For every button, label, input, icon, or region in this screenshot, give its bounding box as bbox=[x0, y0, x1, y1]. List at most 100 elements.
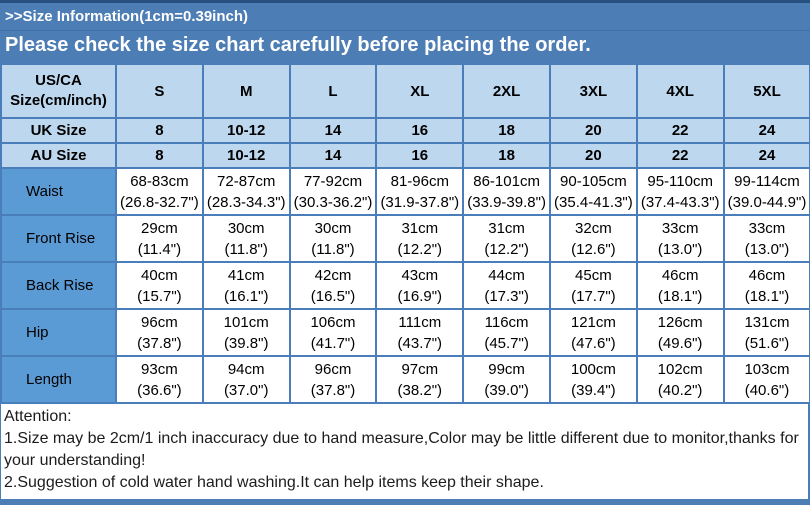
row-label: Back Rise bbox=[0, 261, 117, 310]
size-cell: 10-12 bbox=[201, 142, 291, 169]
cm-value: 77-92cm bbox=[303, 172, 363, 190]
inch-value: (18.1") bbox=[744, 287, 790, 305]
size-cell: 14 bbox=[288, 117, 378, 144]
measure-cell: 33cm (13.0") bbox=[722, 214, 810, 263]
cm-value: 101cm bbox=[223, 313, 269, 331]
row-label: Length bbox=[0, 355, 117, 404]
cm-value: 33cm bbox=[748, 219, 786, 237]
size-cell: 20 bbox=[548, 117, 638, 144]
inch-value: (13.0") bbox=[657, 240, 703, 258]
inch-value: (11.4") bbox=[137, 240, 182, 258]
cm-value: 32cm bbox=[575, 219, 612, 237]
cm-value: 81-96cm bbox=[390, 172, 449, 190]
cm-value: 42cm bbox=[314, 266, 352, 284]
size-cell: 18 bbox=[462, 142, 551, 169]
attention-note-1: 1.Size may be 2cm/1 inch inaccuracy due … bbox=[4, 430, 799, 469]
cm-value: 106cm bbox=[310, 313, 356, 331]
measure-cell: 31cm (12.2") bbox=[375, 214, 465, 263]
cm-value: 44cm bbox=[488, 266, 525, 284]
cm-value: 99-114cm bbox=[734, 172, 800, 190]
cm-value: 121cm bbox=[570, 313, 616, 331]
measure-cell: 44cm (17.3") bbox=[462, 261, 551, 310]
inch-value: (11.8") bbox=[224, 240, 268, 258]
cm-value: 45cm bbox=[575, 266, 612, 284]
inch-value: (26.8-32.7") bbox=[120, 193, 199, 211]
inch-value: (33.9-39.8") bbox=[467, 193, 546, 211]
inch-value: (12.2") bbox=[397, 240, 443, 258]
cm-value: 41cm bbox=[227, 266, 265, 284]
size-cell: 22 bbox=[635, 142, 725, 169]
attention-note-2: 2.Suggestion of cold water hand washing.… bbox=[4, 474, 544, 491]
back-rise-row: Back Rise 40cm (15.7") 41cm (16.1") 42cm (1… bbox=[0, 261, 810, 310]
row-label: Front Rise bbox=[0, 214, 117, 263]
measure-cell: 101cm (39.8") bbox=[201, 308, 291, 357]
inch-value: (47.6") bbox=[571, 334, 616, 352]
row-label: AU Size bbox=[0, 142, 117, 169]
measure-cell: 96cm (37.8") bbox=[288, 355, 378, 404]
cm-value: 90-105cm bbox=[560, 172, 627, 190]
cm-value: 96cm bbox=[314, 360, 352, 378]
cm-value: 30cm bbox=[227, 219, 265, 237]
inch-value: (37.4-43.3") bbox=[640, 193, 720, 211]
cm-value: 96cm bbox=[141, 313, 178, 331]
measure-cell: 102cm (40.2") bbox=[635, 355, 725, 404]
measure-cell: 29cm (11.4") bbox=[115, 214, 204, 263]
inch-value: (13.0") bbox=[744, 240, 790, 258]
inch-value: (39.0") bbox=[484, 381, 529, 399]
corner-header-line1: US/CA bbox=[35, 72, 82, 89]
cm-value: 116cm bbox=[484, 313, 529, 331]
waist-row: Waist 68-83cm (26.8-32.7") 72-87cm (28.3-3… bbox=[0, 167, 810, 216]
size-cell: 16 bbox=[375, 142, 465, 169]
size-column-header: 5XL bbox=[722, 63, 810, 119]
length-row: Length 93cm (36.6") 94cm (37.0") 96cm (37.8… bbox=[0, 355, 810, 404]
uk-size-row: UK Size 8 10-12 14 16 18 20 22 24 bbox=[0, 117, 810, 144]
cm-value: 29cm bbox=[141, 219, 178, 237]
size-chart-notice: Please check the size chart carefully be… bbox=[0, 30, 810, 63]
measure-cell: 41cm (16.1") bbox=[201, 261, 291, 310]
front-rise-row: Front Rise 29cm (11.4") 30cm (11.8") 30cm (… bbox=[0, 214, 810, 263]
inch-value: (12.6") bbox=[571, 240, 616, 258]
row-label: Waist bbox=[0, 167, 117, 216]
attention-notes: Attention: 1.Size may be 2cm/1 inch inac… bbox=[0, 404, 810, 499]
measure-cell: 95-110cm (37.4-43.3") bbox=[635, 167, 725, 216]
measure-cell: 30cm (11.8") bbox=[288, 214, 378, 263]
corner-header-line2: Size(cm/inch) bbox=[10, 92, 107, 109]
measure-cell: 111cm (43.7") bbox=[375, 308, 465, 357]
measure-cell: 77-92cm (30.3-36.2") bbox=[288, 167, 378, 216]
cm-value: 43cm bbox=[401, 266, 439, 284]
size-cell: 14 bbox=[288, 142, 378, 169]
size-column-header: 4XL bbox=[635, 63, 725, 119]
size-cell: 8 bbox=[115, 142, 204, 169]
size-cell: 18 bbox=[462, 117, 551, 144]
inch-value: (37.0") bbox=[223, 381, 269, 399]
cm-value: 30cm bbox=[314, 219, 352, 237]
table-header-row: US/CA Size(cm/inch) S M L XL 2XL 3XL 4XL… bbox=[0, 63, 810, 119]
inch-value: (45.7") bbox=[484, 334, 529, 352]
inch-value: (39.8") bbox=[223, 334, 269, 352]
measure-cell: 86-101cm (33.9-39.8") bbox=[462, 167, 551, 216]
measure-cell: 32cm (12.6") bbox=[548, 214, 638, 263]
cm-value: 97cm bbox=[401, 360, 439, 378]
measure-cell: 99-114cm (39.0-44.9") bbox=[722, 167, 810, 216]
cm-value: 33cm bbox=[661, 219, 699, 237]
row-label: UK Size bbox=[0, 117, 117, 144]
measure-cell: 100cm (39.4") bbox=[548, 355, 638, 404]
bottom-divider bbox=[0, 499, 810, 505]
inch-value: (43.7") bbox=[397, 334, 443, 352]
measure-cell: 81-96cm (31.9-37.8") bbox=[375, 167, 465, 216]
inch-value: (30.3-36.2") bbox=[293, 193, 373, 211]
cm-value: 40cm bbox=[141, 266, 178, 284]
cm-value: 95-110cm bbox=[647, 172, 713, 190]
measure-cell: 93cm (36.6") bbox=[115, 355, 204, 404]
measure-cell: 30cm (11.8") bbox=[201, 214, 291, 263]
measure-cell: 90-105cm (35.4-41.3") bbox=[548, 167, 638, 216]
inch-value: (38.2") bbox=[397, 381, 443, 399]
inch-value: (11.8") bbox=[311, 240, 355, 258]
inch-value: (17.3") bbox=[484, 287, 529, 305]
measure-cell: 121cm (47.6") bbox=[548, 308, 638, 357]
size-information-title: >>Size Information(1cm=0.39inch) bbox=[0, 0, 810, 30]
inch-value: (37.8") bbox=[137, 334, 182, 352]
size-column-header: L bbox=[288, 63, 378, 119]
measure-cell: 103cm (40.6") bbox=[722, 355, 810, 404]
cm-value: 93cm bbox=[141, 360, 178, 378]
